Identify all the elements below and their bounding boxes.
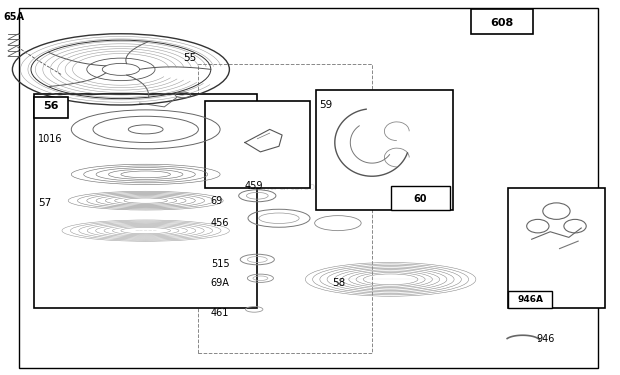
Bar [508, 291, 552, 308]
Text: 69: 69 [211, 196, 223, 206]
Bar [508, 188, 604, 308]
Text: 65A: 65A [3, 12, 24, 22]
Text: 55: 55 [183, 53, 196, 63]
Text: 461: 461 [211, 308, 229, 318]
Text: 946A: 946A [517, 295, 543, 304]
Text: 1016: 1016 [38, 134, 63, 144]
Text: ~~~~~: ~~~~~ [134, 228, 157, 233]
Bar [316, 90, 453, 210]
Bar [198, 64, 372, 352]
Bar [34, 94, 257, 308]
Text: 459: 459 [245, 181, 264, 190]
Text: 515: 515 [211, 260, 229, 269]
Text: 57: 57 [38, 198, 51, 207]
Bar [205, 101, 310, 188]
Text: ©ReplacementParts.com: ©ReplacementParts.com [195, 183, 326, 192]
Text: 456: 456 [211, 218, 229, 228]
Bar [391, 186, 450, 210]
Text: 56: 56 [43, 101, 58, 111]
Text: 608: 608 [490, 18, 514, 28]
Text: 59: 59 [319, 100, 332, 110]
Text: 58: 58 [332, 278, 345, 288]
Text: 69A: 69A [211, 278, 229, 288]
Bar [34, 98, 68, 118]
Text: 60: 60 [414, 194, 427, 204]
Text: 946: 946 [536, 334, 555, 344]
Bar [471, 9, 533, 34]
